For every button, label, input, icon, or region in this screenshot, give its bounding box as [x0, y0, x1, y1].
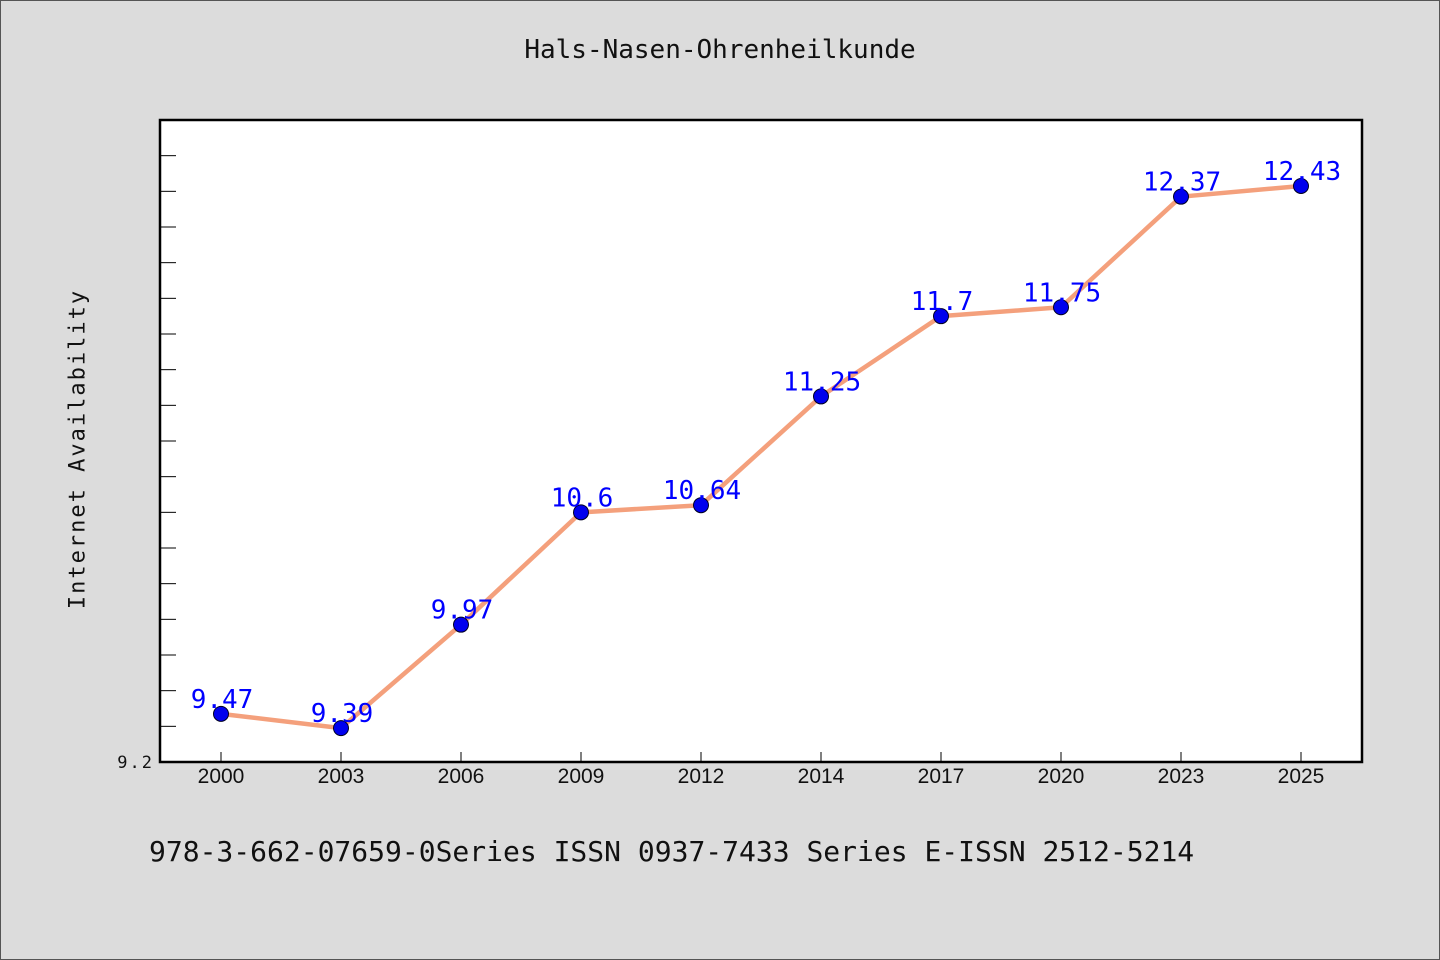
x-tick-label: 2014 [798, 765, 845, 788]
data-label: 9.39 [311, 699, 374, 729]
x-tick-label: 2017 [918, 765, 965, 788]
data-point [213, 705, 229, 722]
data-label: 10.64 [663, 476, 741, 506]
x-tick-label: 2009 [558, 765, 605, 788]
data-label: 12.37 [1143, 168, 1221, 198]
data-label: 9.47 [191, 685, 254, 715]
data-point [1053, 299, 1069, 316]
data-point [333, 720, 349, 737]
x-tick-label: 2006 [438, 765, 485, 788]
data-point [933, 308, 949, 325]
x-tick-label: 2023 [1158, 765, 1205, 788]
footer-isbn-text: 978-3-662-07659-0Series ISSN 0937-7433 S… [149, 835, 1195, 868]
data-label: 9.97 [431, 596, 494, 626]
x-tick-label: 2000 [198, 765, 245, 788]
data-label: 11.25 [783, 367, 861, 397]
data-point [1173, 188, 1189, 205]
y-tick-label: 9.2 [117, 753, 154, 773]
data-point [813, 388, 829, 405]
data-point [453, 616, 469, 633]
data-point [1293, 177, 1309, 194]
data-point [573, 504, 589, 521]
x-tick-label: 2012 [678, 765, 725, 788]
data-label: 12.43 [1263, 157, 1341, 187]
data-label: 10.6 [551, 483, 614, 513]
x-tick-label: 2020 [1038, 765, 1085, 788]
plot-frame [158, 118, 1364, 764]
x-tick-label: 2025 [1278, 765, 1325, 788]
x-tick-label: 2003 [318, 765, 365, 788]
data-label: 11.7 [911, 287, 974, 317]
series-line [220, 183, 1302, 731]
chart-title: Hals-Nasen-Ohrenheilkunde [524, 35, 916, 65]
data-label: 11.75 [1023, 278, 1101, 308]
data-point [693, 497, 709, 514]
